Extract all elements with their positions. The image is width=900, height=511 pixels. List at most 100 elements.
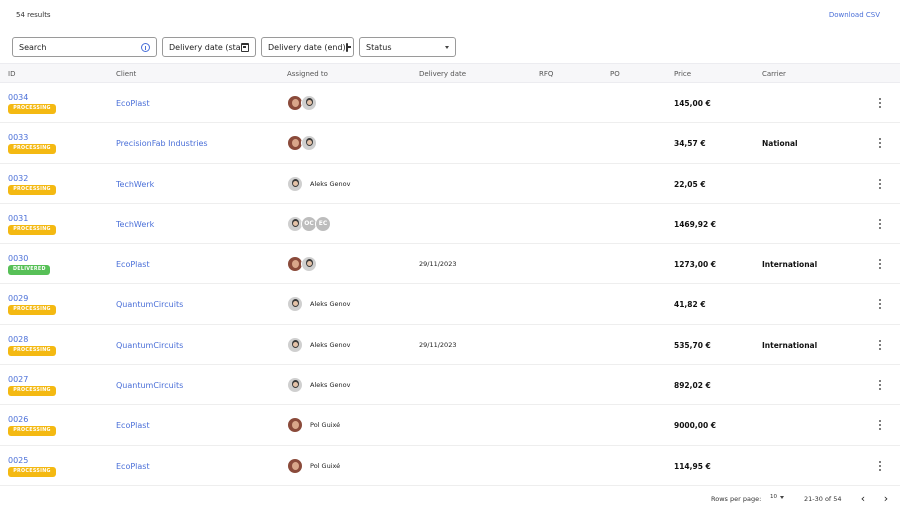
avatar — [287, 296, 303, 313]
assignees[interactable]: Aleks Genov — [287, 376, 350, 394]
client-link[interactable]: TechWerk — [116, 219, 155, 229]
avatar-initials: EC — [315, 215, 331, 232]
table-row[interactable]: 0029 PROCESSING QuantumCircuits Aleks Genov… — [0, 284, 900, 325]
price: 22,05 € — [674, 179, 706, 189]
client-link[interactable]: EcoPlast — [116, 99, 150, 108]
order-id-link[interactable]: 0025 — [8, 455, 29, 465]
table-row[interactable]: 0027 PROCESSING QuantumCircuits Aleks Genov… — [0, 365, 900, 406]
more-options-icon[interactable] — [877, 460, 883, 472]
column-header-id[interactable]: ID — [8, 70, 16, 78]
client-link[interactable]: QuantumCircuits — [116, 340, 184, 350]
client-link[interactable]: QuantumCircuits — [116, 381, 184, 391]
assignees[interactable]: Aleks Genov — [287, 336, 350, 354]
column-header-assigned[interactable]: Assigned to — [287, 70, 328, 78]
status-badge: PROCESSING — [8, 224, 56, 235]
price: 114,95 € — [674, 461, 711, 471]
column-header-po[interactable]: PO — [610, 70, 620, 78]
order-id-link[interactable]: 0033 — [8, 133, 29, 143]
more-options-icon[interactable] — [877, 178, 883, 190]
order-id-link[interactable]: 0030 — [8, 254, 29, 264]
calendar-icon[interactable] — [240, 42, 249, 52]
table-row[interactable]: 0034 PROCESSING EcoPlast 145,00 € — [0, 83, 900, 124]
column-header-carrier[interactable]: Carrier — [762, 70, 786, 78]
more-options-icon[interactable] — [877, 218, 883, 230]
column-header-rfq[interactable]: RFQ — [539, 70, 554, 78]
avatar — [287, 377, 303, 394]
order-id-link[interactable]: 0032 — [8, 173, 29, 183]
assignees[interactable]: Aleks Genov — [287, 175, 350, 193]
assignees[interactable] — [287, 255, 317, 273]
status-badge: DELIVERED — [8, 265, 50, 276]
toolbar: 54 results Download CSV — [0, 0, 900, 30]
client-link[interactable]: EcoPlast — [116, 421, 150, 431]
assignee-name: Pol Guixé — [310, 421, 341, 430]
download-csv-link[interactable]: Download CSV — [828, 11, 880, 19]
delivery-date-start-label: Delivery date (start) — [169, 42, 241, 52]
calendar-icon[interactable] — [345, 42, 351, 52]
delivery-date: 29/11/2023 — [419, 260, 457, 269]
delivery-date-start-field[interactable]: Delivery date (start) — [162, 37, 256, 57]
table-body: 0034 PROCESSING EcoPlast 145,00 €0033 PROCES… — [0, 83, 900, 486]
price: 1469,92 € — [674, 219, 716, 229]
price: 9000,00 € — [674, 421, 716, 431]
assignees[interactable] — [287, 94, 317, 112]
price: 1273,00 € — [674, 260, 716, 270]
carrier: International — [762, 260, 818, 270]
assignees[interactable]: Aleks Genov — [287, 295, 350, 313]
column-header-delivery-date[interactable]: Delivery date — [419, 70, 467, 78]
assignees[interactable]: Pol Guixé — [287, 416, 340, 434]
client-link[interactable]: TechWerk — [116, 179, 155, 189]
more-options-icon[interactable] — [877, 339, 883, 351]
order-id-link[interactable]: 0027 — [8, 375, 29, 385]
search-input[interactable]: Search — [12, 37, 157, 57]
avatar — [287, 336, 303, 353]
status-badge: PROCESSING — [8, 386, 56, 397]
order-id-link[interactable]: 0029 — [8, 294, 29, 304]
order-id-link[interactable]: 0031 — [8, 213, 29, 223]
avatar — [287, 417, 303, 434]
order-id-link[interactable]: 0026 — [8, 415, 29, 425]
more-options-icon[interactable] — [877, 379, 883, 391]
assignee-name: Aleks Genov — [310, 340, 351, 349]
table-row[interactable]: 0025 PROCESSING EcoPlast Pol Guixé 114,95 € — [0, 446, 900, 486]
table-row[interactable]: 0028 PROCESSING QuantumCircuits Aleks Genov… — [0, 325, 900, 366]
table-row[interactable]: 0031 PROCESSING TechWerk OC EC 1469,92 € — [0, 204, 900, 245]
results-count: 54 results — [16, 11, 51, 19]
client-link[interactable]: PrecisionFab Industries — [116, 139, 208, 149]
search-placeholder: Search — [19, 42, 47, 52]
next-page-button[interactable]: › — [883, 491, 889, 505]
avatar — [301, 256, 317, 273]
carrier: International — [762, 340, 818, 350]
table-row[interactable]: 0033 PROCESSING PrecisionFab Industries 34,… — [0, 123, 900, 164]
column-header-price[interactable]: Price — [674, 70, 692, 78]
avatar — [287, 175, 303, 192]
assignees[interactable] — [287, 134, 317, 152]
previous-page-button[interactable]: ‹ — [860, 491, 866, 505]
rows-per-page-select[interactable]: 10 — [770, 494, 784, 500]
assignees[interactable]: Pol Guixé — [287, 457, 340, 475]
table-row[interactable]: 0030 DELIVERED EcoPlast 29/11/2023 1273,00 €… — [0, 244, 900, 285]
more-options-icon[interactable] — [877, 419, 883, 431]
order-id-link[interactable]: 0028 — [8, 334, 29, 344]
table-row[interactable]: 0032 PROCESSING TechWerk Aleks Genov 22,05 € — [0, 164, 900, 204]
order-id-link[interactable]: 0034 — [8, 93, 29, 102]
more-options-icon[interactable] — [877, 97, 883, 109]
chevron-down-icon — [445, 45, 449, 49]
status-badge: PROCESSING — [8, 345, 56, 356]
more-options-icon[interactable] — [877, 137, 883, 149]
price: 34,57 € — [674, 139, 706, 149]
rows-per-page-value: 10 — [770, 494, 777, 500]
more-options-icon[interactable] — [877, 258, 883, 270]
assignee-name: Aleks Genov — [310, 179, 351, 188]
client-link[interactable]: EcoPlast — [116, 461, 150, 471]
table-row[interactable]: 0026 PROCESSING EcoPlast Pol Guixé 9000,00 € — [0, 405, 900, 446]
more-options-icon[interactable] — [877, 298, 883, 310]
info-icon[interactable] — [141, 42, 150, 52]
table-header: ID Client Assigned to Delivery date RFQ … — [0, 63, 900, 83]
status-select[interactable]: Status — [359, 37, 456, 57]
client-link[interactable]: QuantumCircuits — [116, 300, 184, 310]
delivery-date-end-field[interactable]: Delivery date (end) — [261, 37, 354, 57]
assignees[interactable]: OC EC — [287, 215, 331, 233]
client-link[interactable]: EcoPlast — [116, 260, 150, 270]
column-header-client[interactable]: Client — [116, 70, 137, 78]
